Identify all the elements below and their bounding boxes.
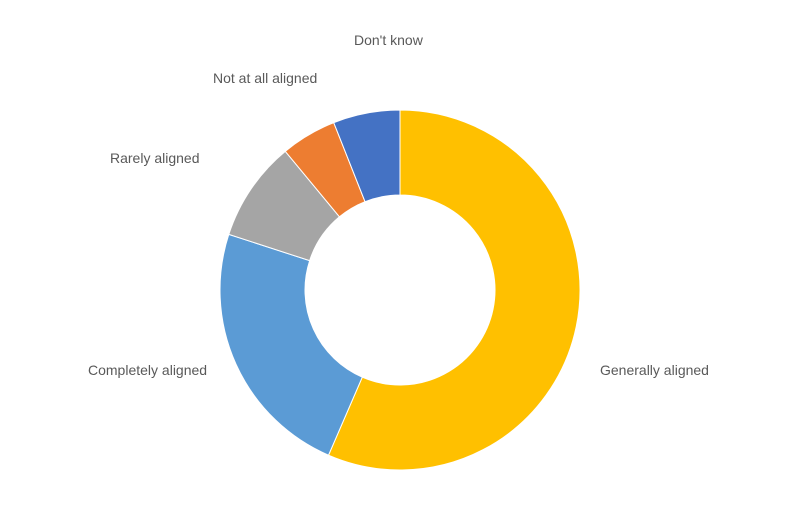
donut-slice (220, 234, 362, 455)
donut-chart: Generally aligned Completely aligned Rarel… (0, 0, 800, 520)
slice-label: Completely aligned (88, 362, 207, 378)
slice-label: Rarely aligned (110, 150, 200, 166)
slice-label: Not at all aligned (213, 70, 317, 86)
donut-svg (0, 0, 800, 520)
slice-label: Generally aligned (600, 362, 709, 378)
slice-label: Don't know (354, 32, 423, 48)
